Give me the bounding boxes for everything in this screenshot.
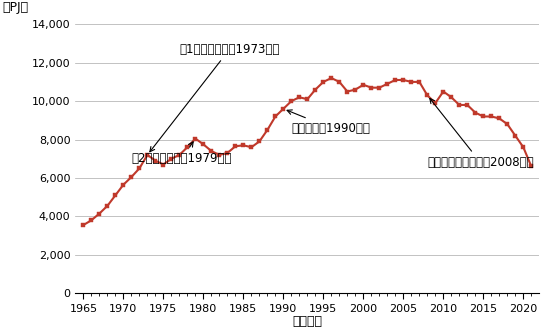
Text: 湾岸危機（1990年）: 湾岸危機（1990年） <box>287 110 370 135</box>
Text: リーマンショック（2008年）: リーマンショック（2008年） <box>427 98 534 169</box>
X-axis label: （年度）: （年度） <box>293 315 322 328</box>
Y-axis label: （PJ）: （PJ） <box>2 1 28 13</box>
Text: 第2次石沿危機（1979年）: 第2次石沿危機（1979年） <box>131 142 232 165</box>
Text: 第1次石沿危機（1973年）: 第1次石沿危機（1973年） <box>150 43 280 152</box>
